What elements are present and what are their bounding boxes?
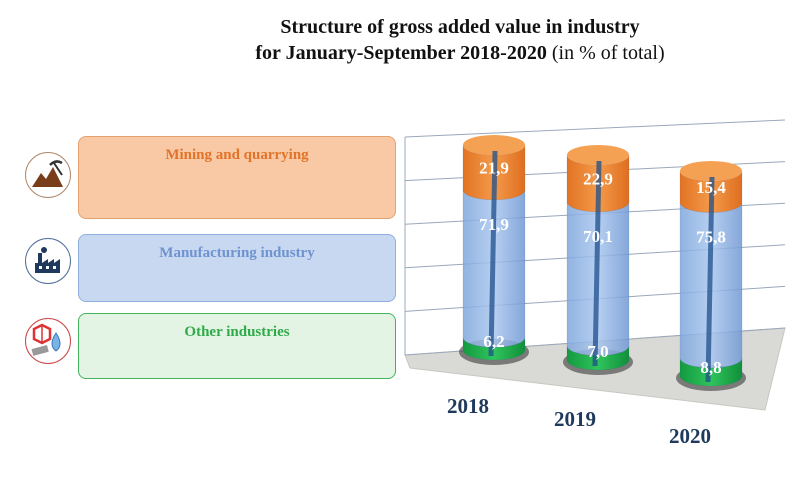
- bar-cap-2019: [567, 145, 629, 165]
- title-line-1: Structure of gross added value in indust…: [280, 16, 640, 38]
- value-label-manufacturing-2018: 71,9: [479, 215, 509, 234]
- gridline: [404, 119, 786, 138]
- bar-cap-2020: [680, 161, 742, 181]
- value-label-manufacturing-2020: 75,8: [696, 228, 726, 247]
- value-label-other-2018: 6,2: [483, 332, 504, 351]
- value-label-manufacturing-2019: 70,1: [583, 227, 613, 246]
- title-unit: (in % of total): [546, 42, 665, 64]
- year-label-2020: 2020: [669, 424, 711, 448]
- other-industries-icon: [25, 318, 71, 364]
- legend-other-label: Other industries: [184, 324, 290, 340]
- mining-icon: [25, 152, 71, 198]
- year-label-2018: 2018: [447, 394, 489, 418]
- factory-icon: [25, 238, 71, 284]
- chart-title: Structure of gross added value in indust…: [0, 14, 800, 66]
- legend-other: Other industries: [78, 313, 396, 379]
- value-label-mining-2018: 21,9: [479, 158, 509, 177]
- year-label-2019: 2019: [554, 407, 596, 431]
- chart-labels: 6,2 71,9 21,9 2018 7,0 70,1 22,9 2019 8,8 75,8 15,…: [447, 158, 726, 448]
- legend-mining: Mining and quarrying: [78, 136, 396, 219]
- bar-seam-2020: [705, 176, 715, 383]
- chart-bars: [459, 135, 746, 391]
- bar-seam-2019: [592, 160, 602, 367]
- legend-mining-label: Mining and quarrying: [165, 147, 309, 163]
- value-label-other-2020: 8,8: [700, 358, 721, 377]
- bar-cap-2018: [463, 135, 525, 155]
- value-label-mining-2019: 22,9: [583, 169, 613, 188]
- title-line-2: for January-September 2018-2020: [255, 42, 547, 64]
- value-label-mining-2020: 15,4: [696, 178, 726, 197]
- legend-manufacturing-label: Manufacturing industry: [159, 245, 315, 261]
- bar-seam-2018: [488, 150, 498, 357]
- legend-manufacturing: Manufacturing industry: [78, 234, 396, 302]
- value-label-other-2019: 7,0: [587, 342, 608, 361]
